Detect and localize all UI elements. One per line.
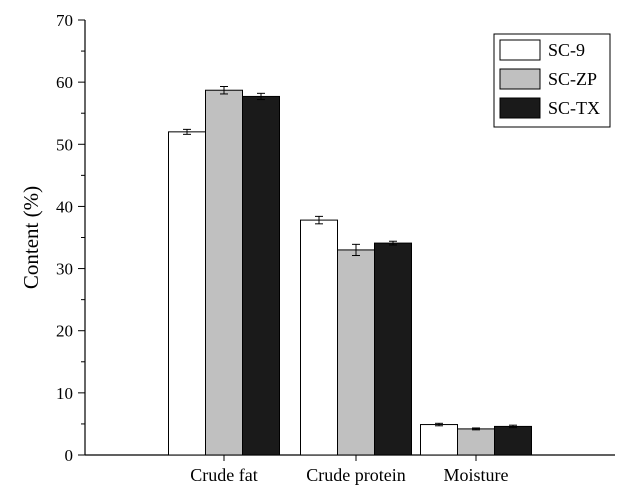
y-axis-label: Content (%) <box>19 186 43 289</box>
bar-sc-zp-1 <box>337 249 375 456</box>
legend-swatch-sc-9 <box>499 39 541 61</box>
x-tick-label: Moisture <box>444 465 509 485</box>
legend-label-sc-tx: SC-TX <box>548 98 600 118</box>
legend-swatch-sc-tx <box>499 97 541 119</box>
bar-sc-9-2 <box>420 424 458 456</box>
bar-sc-tx-0 <box>242 95 280 456</box>
x-tick-label: Crude fat <box>190 465 257 485</box>
y-tick-label: 0 <box>65 446 74 465</box>
axes: 0 10 20 30 40 50 60 70 Crude fat Crude protein Moi… <box>56 11 615 485</box>
bars <box>168 85 532 456</box>
bar-sc-zp-0 <box>205 89 243 456</box>
y-tick-label: 70 <box>56 11 73 30</box>
bar-sc-tx-2 <box>494 425 532 456</box>
bar-sc-zp-2 <box>457 428 495 456</box>
bar-sc-9-1 <box>300 219 338 456</box>
bar-sc-tx-1 <box>374 242 412 456</box>
bar-sc-9-0 <box>168 131 206 456</box>
legend-swatch-sc-zp <box>499 68 541 90</box>
legend: SC-9 SC-ZP SC-TX <box>493 33 611 128</box>
legend-label-sc-zp: SC-ZP <box>548 69 597 89</box>
y-tick-label: 40 <box>56 197 73 216</box>
y-tick-label: 50 <box>56 135 73 154</box>
y-tick-label: 10 <box>56 384 73 403</box>
y-tick-label: 60 <box>56 73 73 92</box>
y-tick-label: 20 <box>56 322 73 341</box>
y-tick-label: 30 <box>56 260 73 279</box>
legend-label-sc-9: SC-9 <box>548 40 585 60</box>
x-tick-label: Crude protein <box>306 465 405 485</box>
